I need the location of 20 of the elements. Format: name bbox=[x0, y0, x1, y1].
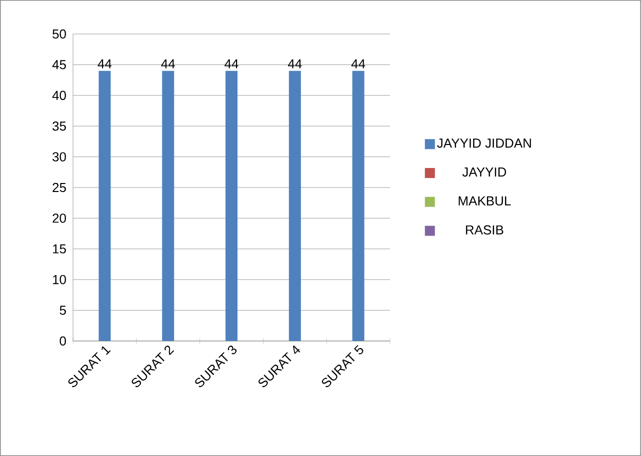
legend-label: JAYYID JIDDAN bbox=[437, 138, 531, 148]
data-label: 44 bbox=[161, 59, 175, 68]
y-tick-label: 20 bbox=[52, 214, 66, 223]
legend-label: RASIB bbox=[466, 225, 504, 235]
y-tick-label: 35 bbox=[52, 121, 66, 131]
legend-label: MAKBUL bbox=[458, 196, 511, 206]
data-label: 44 bbox=[224, 59, 238, 68]
y-tick-label: 40 bbox=[52, 90, 66, 100]
y-tick-label: 45 bbox=[52, 60, 66, 70]
y-tick-label: 0 bbox=[60, 336, 66, 346]
data-label: 44 bbox=[351, 59, 366, 68]
y-tick-label: 25 bbox=[52, 182, 66, 192]
y-tick-label: 50 bbox=[52, 29, 66, 39]
legend-label: JAYYID bbox=[462, 168, 506, 177]
data-label: 44 bbox=[98, 59, 112, 68]
y-tick-label: 15 bbox=[52, 244, 66, 254]
y-tick-label: 30 bbox=[52, 152, 66, 162]
data-label: 44 bbox=[288, 59, 302, 68]
y-tick-label: 5 bbox=[60, 306, 66, 315]
y-tick-label: 10 bbox=[52, 274, 66, 284]
